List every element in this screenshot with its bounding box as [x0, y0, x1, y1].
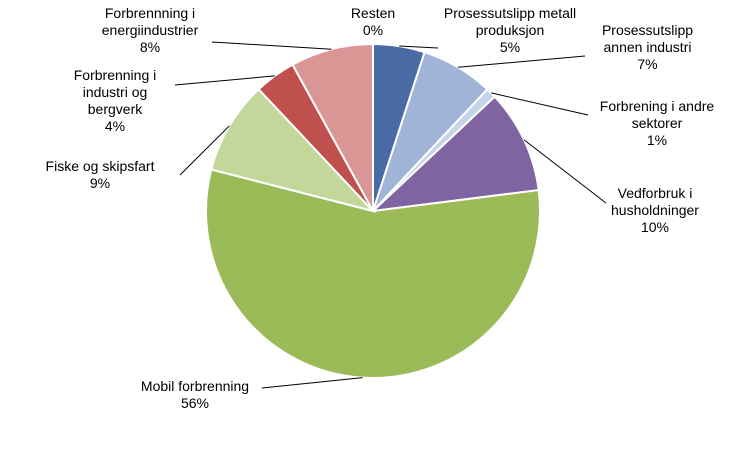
- category-name: Mobil forbrenning: [140, 378, 250, 394]
- pie-slice: [210, 87, 377, 213]
- value-label: 4%: [104, 118, 126, 134]
- pie-slice: [370, 95, 540, 213]
- slice-label: Forbrennning i energiindustrier 8%: [75, 5, 225, 56]
- slice-label: Forbrenning i industri og bergverk 4%: [55, 67, 175, 135]
- value-label: 7%: [637, 56, 658, 72]
- leader-line: [261, 377, 363, 389]
- category-name: Prosessutslipp metall produksjon: [443, 5, 577, 38]
- category-name: Fiske og skipsfart: [45, 158, 155, 174]
- leader-line: [399, 45, 439, 49]
- category-name: Prosessutslipp annen industri: [601, 22, 694, 55]
- value-label: 0%: [362, 22, 384, 38]
- leader-line: [179, 125, 230, 176]
- category-name: Vedforbruk i husholdninger: [611, 185, 699, 218]
- value-label: 9%: [89, 175, 111, 191]
- value-label: 56%: [180, 395, 210, 411]
- value-label: 1%: [646, 132, 668, 148]
- pie-slice: [205, 168, 541, 379]
- value-label: 8%: [139, 39, 161, 55]
- leader-line: [457, 55, 586, 68]
- slice-label: Prosessutslipp metall produksjon 5%: [440, 5, 580, 56]
- category-name: Forbrenning i industri og bergverk: [73, 67, 157, 117]
- slice-label: Prosessutslipp annen industri 7%: [585, 22, 710, 73]
- leader-line: [174, 75, 275, 86]
- category-name: Resten: [350, 5, 396, 21]
- leader-line: [490, 92, 589, 116]
- leader-line: [523, 139, 607, 204]
- category-name: Forbrening i andre sektorer: [599, 98, 715, 131]
- slice-label: Mobil forbrenning 56%: [120, 378, 270, 412]
- slice-label: Fiske og skipsfart 9%: [25, 158, 175, 192]
- leader-line: [211, 41, 332, 50]
- slice-label: Vedforbruk i husholdninger 10%: [600, 185, 710, 236]
- value-label: 5%: [499, 39, 521, 55]
- category-name: Forbrennning i energiindustrier: [101, 5, 199, 38]
- slice-label: Forbrening i andre sektorer 1%: [592, 98, 722, 149]
- slice-label: Resten 0%: [333, 5, 413, 39]
- value-label: 10%: [640, 219, 670, 235]
